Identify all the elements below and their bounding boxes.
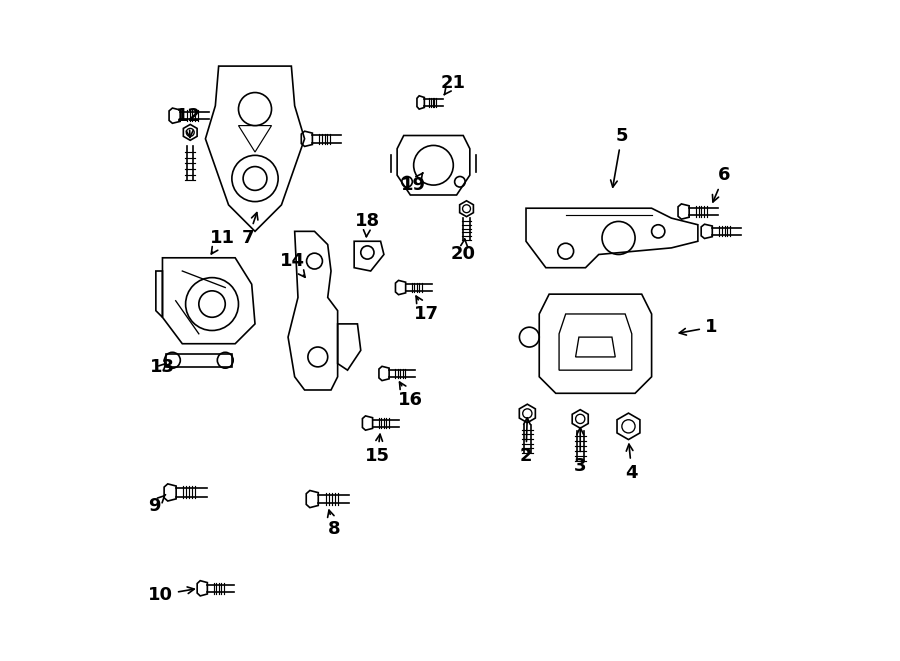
Text: 15: 15 bbox=[364, 434, 390, 465]
Text: 9: 9 bbox=[148, 494, 166, 515]
Text: 8: 8 bbox=[328, 510, 340, 538]
Text: 18: 18 bbox=[355, 212, 380, 237]
Text: 4: 4 bbox=[626, 444, 638, 482]
Text: 6: 6 bbox=[713, 166, 731, 202]
Text: 11: 11 bbox=[210, 229, 235, 254]
Text: 1: 1 bbox=[680, 318, 717, 336]
Text: 12: 12 bbox=[176, 106, 202, 137]
Text: 7: 7 bbox=[242, 213, 258, 247]
Text: 20: 20 bbox=[451, 239, 476, 264]
Text: 21: 21 bbox=[441, 73, 466, 95]
Text: 13: 13 bbox=[150, 358, 175, 376]
Text: 16: 16 bbox=[398, 382, 423, 409]
Text: 17: 17 bbox=[414, 296, 439, 323]
Text: 14: 14 bbox=[280, 252, 305, 277]
Text: 19: 19 bbox=[401, 173, 426, 194]
Text: 10: 10 bbox=[148, 586, 194, 604]
Text: 3: 3 bbox=[574, 428, 587, 475]
Text: 2: 2 bbox=[520, 418, 532, 465]
Text: 5: 5 bbox=[610, 126, 628, 187]
